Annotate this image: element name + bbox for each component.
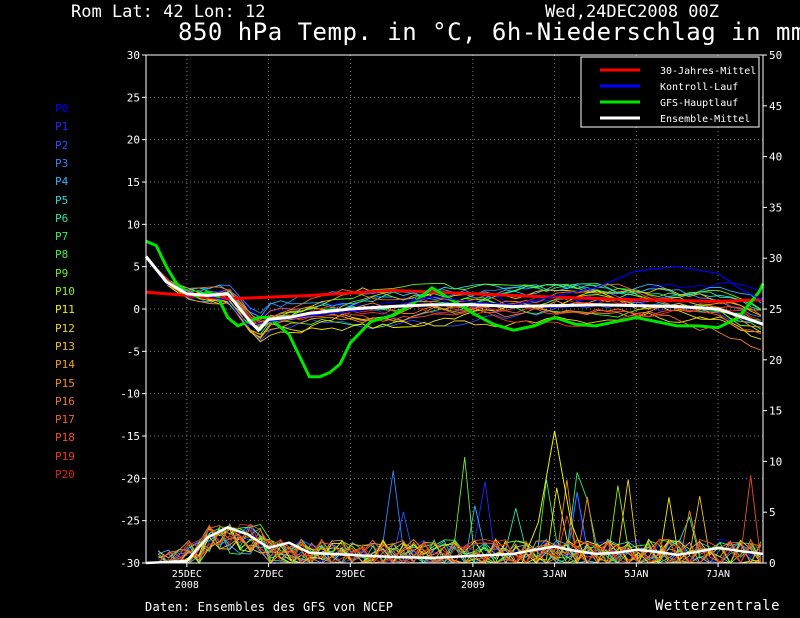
legend-label: GFS-Hauptlauf (660, 98, 738, 109)
member-precip-line-p17 (158, 525, 761, 564)
member-label-p2: P2 (55, 138, 69, 152)
member-label-p14: P14 (55, 358, 75, 372)
y-left-tick-label: -30 (120, 557, 140, 570)
precip-series-p11-peak (521, 430, 588, 564)
y-right-tick-label: 15 (769, 405, 782, 418)
member-label-p3: P3 (55, 156, 69, 170)
temp-series-30-jahres-mittel (145, 288, 764, 303)
brand-label: Wetterzentrale (655, 598, 781, 614)
member-label-p17: P17 (55, 413, 75, 427)
y-right-tick-label: 40 (769, 151, 782, 164)
member-label-p20: P20 (55, 468, 75, 481)
member-label-p18: P18 (55, 431, 75, 445)
x-tick-label: 27DEC (254, 569, 284, 580)
y-left-tick-label: 20 (127, 134, 140, 147)
member-temp-line-p12 (157, 269, 762, 343)
x-tick-label: 1JAN (461, 569, 485, 580)
y-left-tick-label: 10 (127, 218, 140, 231)
member-precip-line-p9 (158, 457, 762, 564)
y-right-tick-label: 10 (769, 455, 782, 468)
x-tick-year: 2009 (461, 580, 485, 591)
member-label-p12: P12 (55, 321, 75, 335)
x-tick-label: 29DEC (335, 569, 365, 580)
x-tick-year: 2008 (175, 580, 199, 591)
y-right-tick-label: 50 (769, 49, 782, 62)
y-left-tick-label: 15 (127, 176, 140, 189)
x-tick-label: 3JAN (543, 569, 567, 580)
temp-series-kontroll-lauf (145, 257, 764, 327)
y-left-tick-label: 0 (133, 303, 140, 316)
y-left-tick-label: -10 (120, 388, 140, 401)
x-tick-label: 5JAN (624, 569, 648, 580)
header-run-date: Wed,24DEC2008 00Z (545, 2, 719, 22)
y-left-tick-label: 25 (127, 91, 140, 104)
member-label-p7: P7 (55, 230, 69, 244)
y-right-tick-label: 20 (769, 354, 782, 367)
member-temp-line-p16 (157, 269, 762, 351)
member-precip-line-p18 (157, 475, 762, 564)
member-label-p4: P4 (55, 175, 69, 189)
member-label-p16: P16 (55, 394, 75, 408)
plot-frame (145, 54, 764, 564)
precip-series-ensemble-mittel (145, 526, 764, 565)
y-right-tick-label: 5 (769, 506, 776, 519)
member-label-p19: P19 (55, 449, 75, 463)
data-source: Daten: Ensembles des GFS von NCEP (145, 600, 394, 614)
member-label-p11: P11 (55, 303, 75, 317)
y-right-tick-label: 25 (769, 303, 782, 316)
legend-label: Kontroll-Lauf (660, 82, 738, 93)
member-label-p0: P0 (55, 102, 69, 115)
header-location: Rom Lat: 42 Lon: 12 (71, 2, 266, 22)
member-label-p5: P5 (55, 193, 69, 207)
chart-title: 850 hPa Temp. in °C, 6h-Niederschlag in … (178, 18, 800, 46)
member-precip-line-p19 (158, 525, 762, 565)
y-left-tick-label: -15 (120, 430, 140, 443)
chart-legend: 30-Jahres-Mittel Kontroll-Lauf GFS-Hauptla… (580, 56, 760, 128)
legend-label: Ensemble-Mittel (660, 114, 750, 125)
y-right-tick-label: 0 (769, 557, 776, 570)
y-right-tick-label: 45 (769, 100, 782, 113)
member-label-p10: P10 (55, 285, 75, 298)
y-left-tick-label: -5 (127, 345, 140, 358)
member-precip-line-p0 (158, 493, 762, 565)
member-temp-line-p20 (158, 272, 762, 324)
temp-series-ensemble-mittel (144, 255, 764, 333)
member-label-p13: P13 (55, 339, 75, 353)
y-right-tick-label: 30 (769, 252, 782, 265)
member-temp-line-p13 (157, 269, 762, 326)
y-right-tick-label: 35 (769, 201, 782, 214)
x-tick-label: 25DEC (172, 569, 202, 580)
member-label-p6: P6 (55, 211, 69, 225)
member-label-p8: P8 (55, 248, 69, 262)
y-left-tick-label: 30 (127, 49, 140, 62)
member-label-p9: P9 (55, 266, 69, 280)
y-left-tick-label: -25 (120, 515, 140, 528)
y-left-tick-label: 5 (133, 261, 140, 274)
y-left-tick-label: -20 (120, 472, 140, 485)
legend-label: 30-Jahres-Mittel (660, 66, 756, 77)
member-label-p15: P15 (55, 376, 75, 390)
member-label-p1: P1 (55, 120, 69, 134)
x-tick-label: 7JAN (706, 569, 730, 580)
